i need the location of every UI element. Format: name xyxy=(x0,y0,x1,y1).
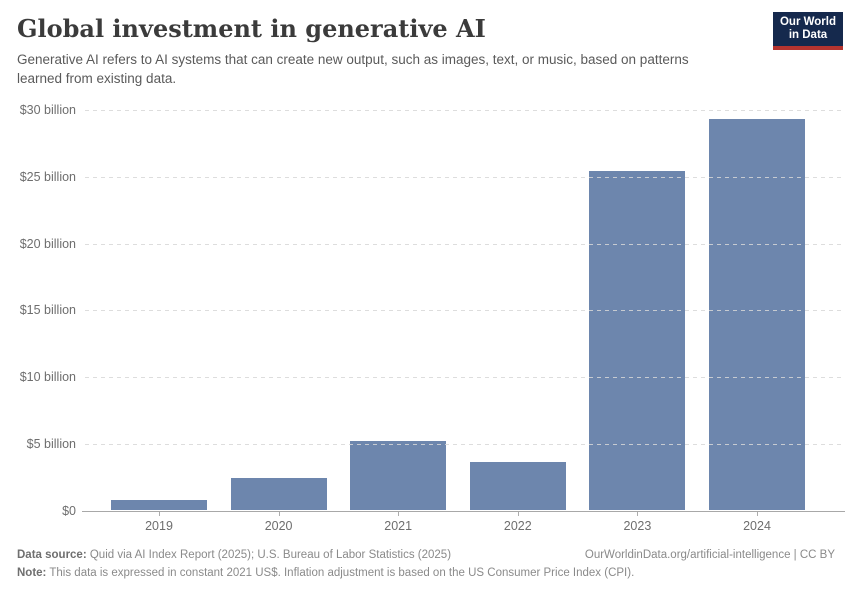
owid-url-link[interactable]: OurWorldinData.org/artificial-intelligen… xyxy=(584,549,835,561)
note-line: Note: This data is expressed in constant… xyxy=(17,564,835,582)
chart-subtitle: Generative AI refers to AI systems that … xyxy=(17,52,689,86)
gridline-5 xyxy=(85,443,845,445)
x-axis-line xyxy=(82,510,845,512)
gridline-25 xyxy=(85,176,845,178)
x-tick-label-2020: 2020 xyxy=(264,518,293,533)
x-tick-label-2019: 2019 xyxy=(145,518,173,533)
x-tickmark-2021 xyxy=(398,511,400,516)
footer: Data source: Quid via AI Index Report (2… xyxy=(17,546,835,582)
bar-2021[interactable] xyxy=(350,441,447,511)
note-text: This data is expressed in constant 2021 … xyxy=(46,567,635,579)
x-tick-label-2023: 2023 xyxy=(623,518,652,533)
data-source-line: Data source: Quid via AI Index Report (2… xyxy=(17,546,451,564)
y-tick-label-5: $5 billion xyxy=(26,436,76,451)
gridline-20 xyxy=(85,243,845,245)
data-source-text: Quid via AI Index Report (2025); U.S. Bu… xyxy=(86,549,452,561)
x-tick-label-2021: 2021 xyxy=(384,518,413,533)
y-tick-label-15: $15 billion xyxy=(19,303,76,318)
y-tick-label-10: $10 billion xyxy=(19,370,76,384)
y-tick-label-0: $0 xyxy=(62,503,76,518)
x-tickmark-2019 xyxy=(159,511,160,516)
gridline-15 xyxy=(85,310,845,312)
x-tickmark-2023 xyxy=(637,511,639,516)
x-tickmark-2022 xyxy=(517,511,519,516)
owid-logo-line2: in Data xyxy=(788,29,828,41)
bar-2024[interactable] xyxy=(709,119,805,511)
x-tick-label-2022: 2022 xyxy=(503,518,532,533)
owid-logo[interactable]: Our World in Data xyxy=(773,12,843,50)
note-label: Note: xyxy=(17,567,47,579)
y-tick-label-25: $25 billion xyxy=(19,169,76,184)
y-tick-label-30: $30 billion xyxy=(19,103,76,117)
data-source-label: Data source: xyxy=(17,549,87,561)
y-tick-label-20: $20 billion xyxy=(19,236,76,251)
gridline-30 xyxy=(85,110,845,111)
plot-area: 2019 2020 2021 2022 2023 2024 $0 $5 billion $10 … xyxy=(0,100,850,540)
owid-logo-line1: Our World xyxy=(779,16,836,28)
x-tick-label-2024: 2024 xyxy=(743,518,771,533)
bar-2023[interactable] xyxy=(589,171,686,511)
x-tickmark-2020 xyxy=(278,511,280,516)
bar-2020[interactable] xyxy=(230,478,327,511)
gridline-10 xyxy=(85,377,845,378)
page-title: Global investment in generative AI xyxy=(17,14,486,43)
bar-2022[interactable] xyxy=(469,462,566,511)
bar-2019[interactable] xyxy=(111,499,207,511)
x-tickmark-2024 xyxy=(757,511,758,516)
